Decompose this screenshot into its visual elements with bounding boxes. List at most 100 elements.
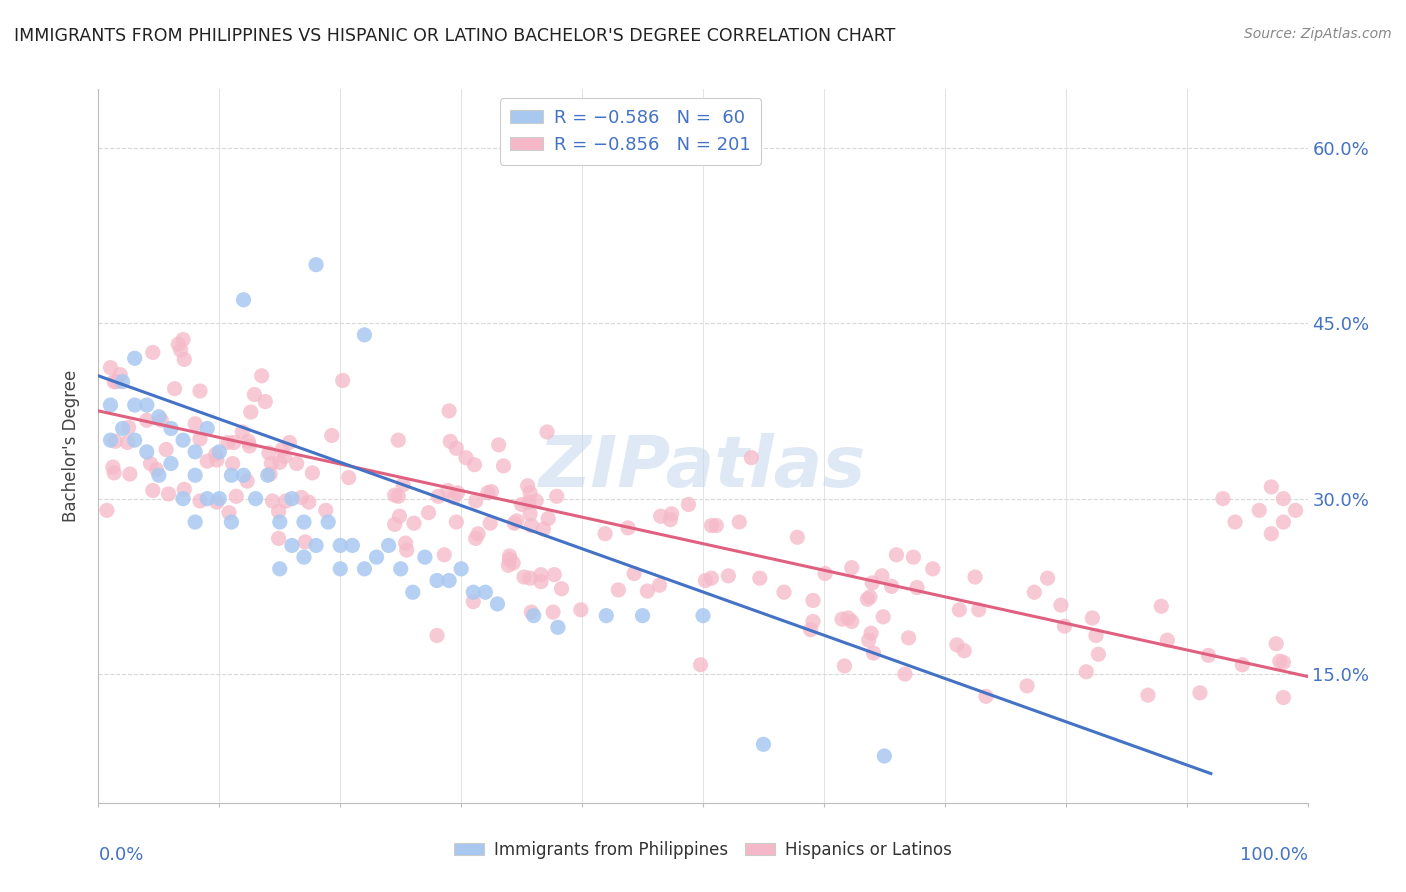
Point <box>387 489 409 503</box>
Point <box>479 516 502 531</box>
Point <box>1015 679 1038 693</box>
Point <box>547 620 569 634</box>
Point <box>537 511 560 525</box>
Point <box>402 516 425 531</box>
Point <box>617 521 640 535</box>
Point <box>117 435 139 450</box>
Point <box>873 749 896 764</box>
Point <box>1024 585 1046 599</box>
Point <box>433 548 456 562</box>
Point <box>273 450 295 464</box>
Point <box>841 615 863 629</box>
Point <box>748 571 770 585</box>
Point <box>377 538 399 552</box>
Point <box>135 445 157 459</box>
Point <box>905 581 928 595</box>
Point <box>167 337 190 351</box>
Point <box>259 467 281 481</box>
Point <box>870 569 893 583</box>
Point <box>550 582 572 596</box>
Point <box>862 646 884 660</box>
Point <box>172 433 194 447</box>
Point <box>1232 657 1254 672</box>
Point <box>443 491 465 505</box>
Point <box>506 514 529 528</box>
Point <box>541 605 564 619</box>
Point <box>974 690 997 704</box>
Point <box>773 585 796 599</box>
Point <box>437 483 460 498</box>
Point <box>953 644 976 658</box>
Point <box>752 737 775 751</box>
Point <box>786 530 808 544</box>
Point <box>118 420 141 434</box>
Point <box>103 375 125 389</box>
Point <box>427 489 450 503</box>
Point <box>225 489 247 503</box>
Point <box>536 425 558 439</box>
Point <box>254 394 277 409</box>
Point <box>464 532 486 546</box>
Point <box>678 498 700 512</box>
Point <box>921 562 943 576</box>
Point <box>124 433 146 447</box>
Point <box>700 518 723 533</box>
Point <box>232 468 254 483</box>
Point <box>238 434 260 449</box>
Point <box>463 458 485 472</box>
Point <box>239 405 262 419</box>
Point <box>886 548 908 562</box>
Point <box>695 574 717 588</box>
Point <box>834 659 856 673</box>
Point <box>184 515 207 529</box>
Point <box>650 509 672 524</box>
Point <box>474 585 496 599</box>
Point <box>267 504 290 518</box>
Point <box>463 594 485 608</box>
Point <box>1036 571 1059 585</box>
Point <box>172 491 194 506</box>
Point <box>294 535 316 549</box>
Point <box>231 425 253 439</box>
Point <box>948 603 970 617</box>
Point <box>519 485 541 500</box>
Point <box>218 506 240 520</box>
Point <box>704 518 727 533</box>
Point <box>221 468 243 483</box>
Point <box>1050 598 1073 612</box>
Point <box>160 421 183 435</box>
Point <box>290 491 312 505</box>
Point <box>517 495 540 509</box>
Point <box>1136 688 1159 702</box>
Point <box>503 516 526 531</box>
Point <box>648 578 671 592</box>
Point <box>1085 628 1108 642</box>
Point <box>256 468 278 483</box>
Point <box>101 460 124 475</box>
Text: IMMIGRANTS FROM PHILIPPINES VS HISPANIC OR LATINO BACHELOR'S DEGREE CORRELATION : IMMIGRANTS FROM PHILIPPINES VS HISPANIC … <box>14 27 896 45</box>
Point <box>543 567 565 582</box>
Point <box>498 549 520 563</box>
Point <box>184 468 207 483</box>
Point <box>530 567 553 582</box>
Point <box>593 526 616 541</box>
Point <box>700 571 723 585</box>
Point <box>269 455 291 469</box>
Point <box>103 466 125 480</box>
Point <box>1156 633 1178 648</box>
Point <box>394 536 416 550</box>
Point <box>139 457 162 471</box>
Point <box>894 667 917 681</box>
Point <box>446 442 468 456</box>
Point <box>446 485 468 500</box>
Point <box>880 579 903 593</box>
Point <box>661 507 683 521</box>
Point <box>1260 480 1282 494</box>
Point <box>148 409 170 424</box>
Point <box>740 450 762 465</box>
Point <box>285 457 308 471</box>
Point <box>1272 656 1295 670</box>
Point <box>163 382 186 396</box>
Point <box>301 466 323 480</box>
Point <box>717 569 740 583</box>
